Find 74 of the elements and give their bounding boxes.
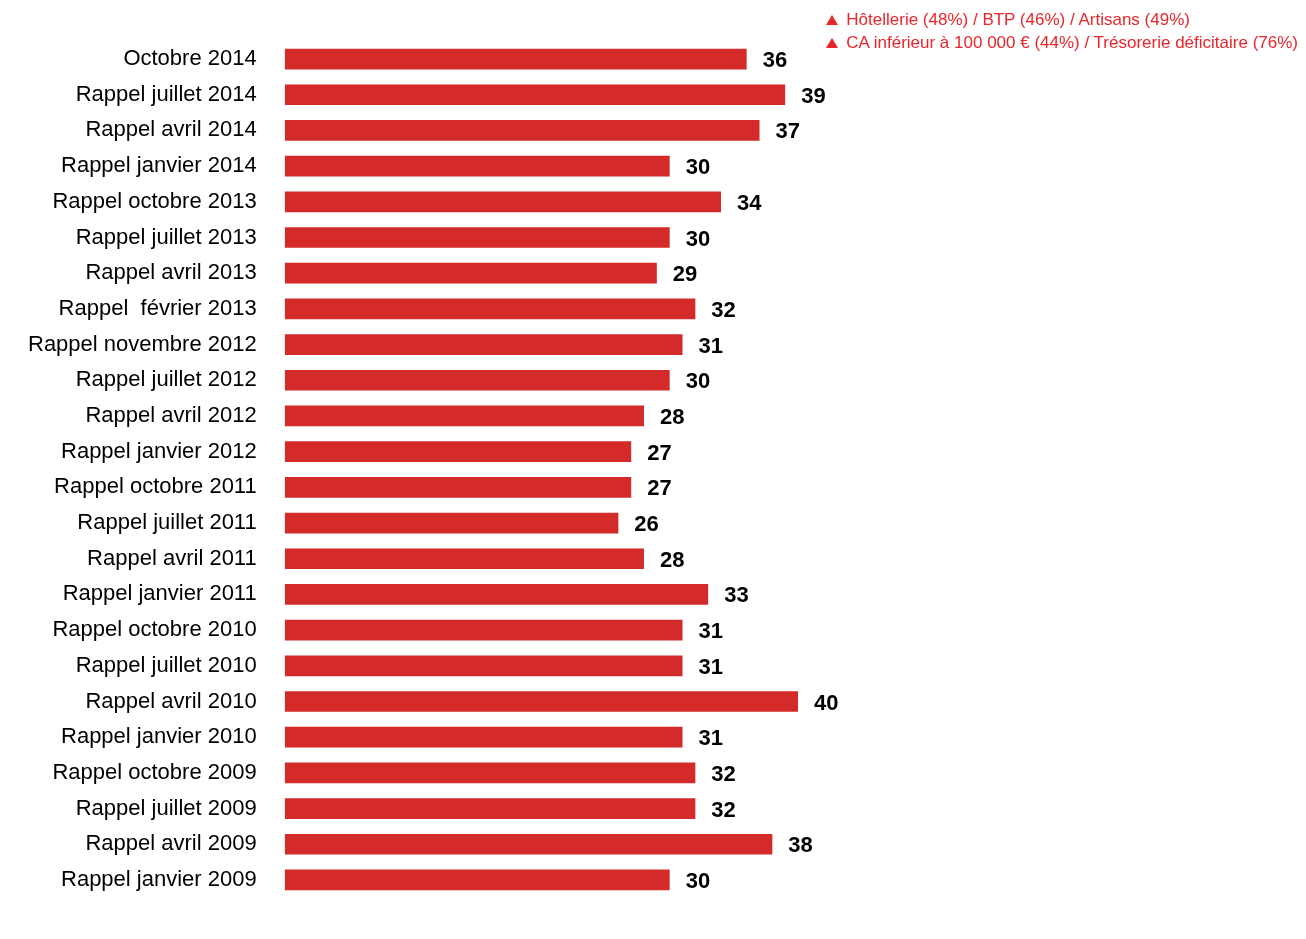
bar <box>284 798 696 819</box>
bar <box>284 691 798 712</box>
y-tick-label: Rappel avril 2014 <box>85 116 257 142</box>
data-label: 32 <box>711 796 736 822</box>
bar <box>284 155 670 177</box>
data-label: 28 <box>660 404 685 430</box>
data-label: 31 <box>698 725 723 751</box>
y-tick-label: Octobre 2014 <box>123 45 257 71</box>
data-label: 27 <box>647 439 672 465</box>
data-label: 31 <box>698 653 723 679</box>
data-label: 29 <box>672 261 698 287</box>
data-label: 32 <box>711 760 736 786</box>
data-label: 33 <box>724 582 749 608</box>
bar <box>284 762 696 784</box>
data-label: 39 <box>801 82 826 108</box>
bar <box>284 441 632 463</box>
data-label: 34 <box>737 189 763 215</box>
bar <box>284 334 683 355</box>
data-label: 31 <box>698 618 723 644</box>
y-tick-label: Rappel octobre 2011 <box>54 473 257 499</box>
y-tick-label: Rappel juillet 2011 <box>77 509 257 535</box>
y-tick-label: Rappel octobre 2013 <box>52 187 257 213</box>
y-tick-label: Rappel janvier 2009 <box>61 866 257 892</box>
y-tick-label: Rappel octobre 2009 <box>52 758 257 784</box>
y-tick-label: Rappel janvier 2014 <box>61 152 257 178</box>
bar <box>284 405 645 427</box>
data-label: 26 <box>634 511 659 537</box>
bar <box>284 120 760 141</box>
data-label: 38 <box>788 832 813 858</box>
bar <box>284 227 670 248</box>
y-tick-label: Rappel avril 2011 <box>87 544 257 570</box>
y-tick-label: Rappel octobre 2010 <box>52 616 257 642</box>
data-label: 40 <box>814 689 839 715</box>
bar <box>284 369 670 391</box>
data-label: 28 <box>660 546 685 572</box>
y-tick-label: Rappel janvier 2010 <box>61 723 257 749</box>
y-tick-label: Rappel novembre 2012 <box>27 330 257 356</box>
y-tick-label: Rappel janvier 2011 <box>62 580 257 606</box>
bar <box>284 84 786 106</box>
bar <box>284 298 696 320</box>
y-tick-label: Rappel juillet 2009 <box>75 794 257 820</box>
y-tick-label: Rappel avril 2013 <box>85 259 257 285</box>
data-label: 31 <box>698 332 723 358</box>
bar <box>284 833 773 855</box>
y-tick-label: Rappel avril 2010 <box>85 687 257 713</box>
data-label: 30 <box>685 368 711 394</box>
y-tick-label: Rappel février 2013 <box>58 294 257 320</box>
data-label: 30 <box>685 225 711 251</box>
bar <box>284 726 683 748</box>
y-tick-label: Rappel janvier 2012 <box>61 437 257 463</box>
y-tick-label: Rappel juillet 2012 <box>75 366 257 392</box>
bar <box>284 191 722 213</box>
bar <box>284 477 632 498</box>
bar <box>284 48 747 70</box>
y-tick-label: Rappel juillet 2010 <box>75 651 257 677</box>
data-label: 32 <box>711 296 736 322</box>
data-label: 36 <box>762 47 788 73</box>
bar <box>284 869 670 891</box>
bar <box>284 512 619 534</box>
bar <box>284 548 645 570</box>
y-tick-label: Rappel juillet 2014 <box>75 80 257 106</box>
text: CA inférieur à 100 000 € (44%) / Trésorerie déficitaire (76%) <box>846 32 1298 54</box>
y-tick-label: Rappel juillet 2013 <box>75 223 257 249</box>
data-label: 30 <box>685 868 711 894</box>
y-tick-label: Rappel avril 2012 <box>85 402 257 428</box>
data-label: 37 <box>775 118 800 144</box>
bar <box>284 619 683 641</box>
data-label: 30 <box>685 154 711 180</box>
bar <box>284 584 709 605</box>
bar <box>284 262 657 284</box>
data-label: 27 <box>647 475 672 501</box>
text: Hôtellerie (48%) / BTP (46%) / Artisans (49%) <box>846 9 1190 31</box>
y-tick-label: Rappel avril 2009 <box>85 830 257 856</box>
bar <box>284 655 683 677</box>
